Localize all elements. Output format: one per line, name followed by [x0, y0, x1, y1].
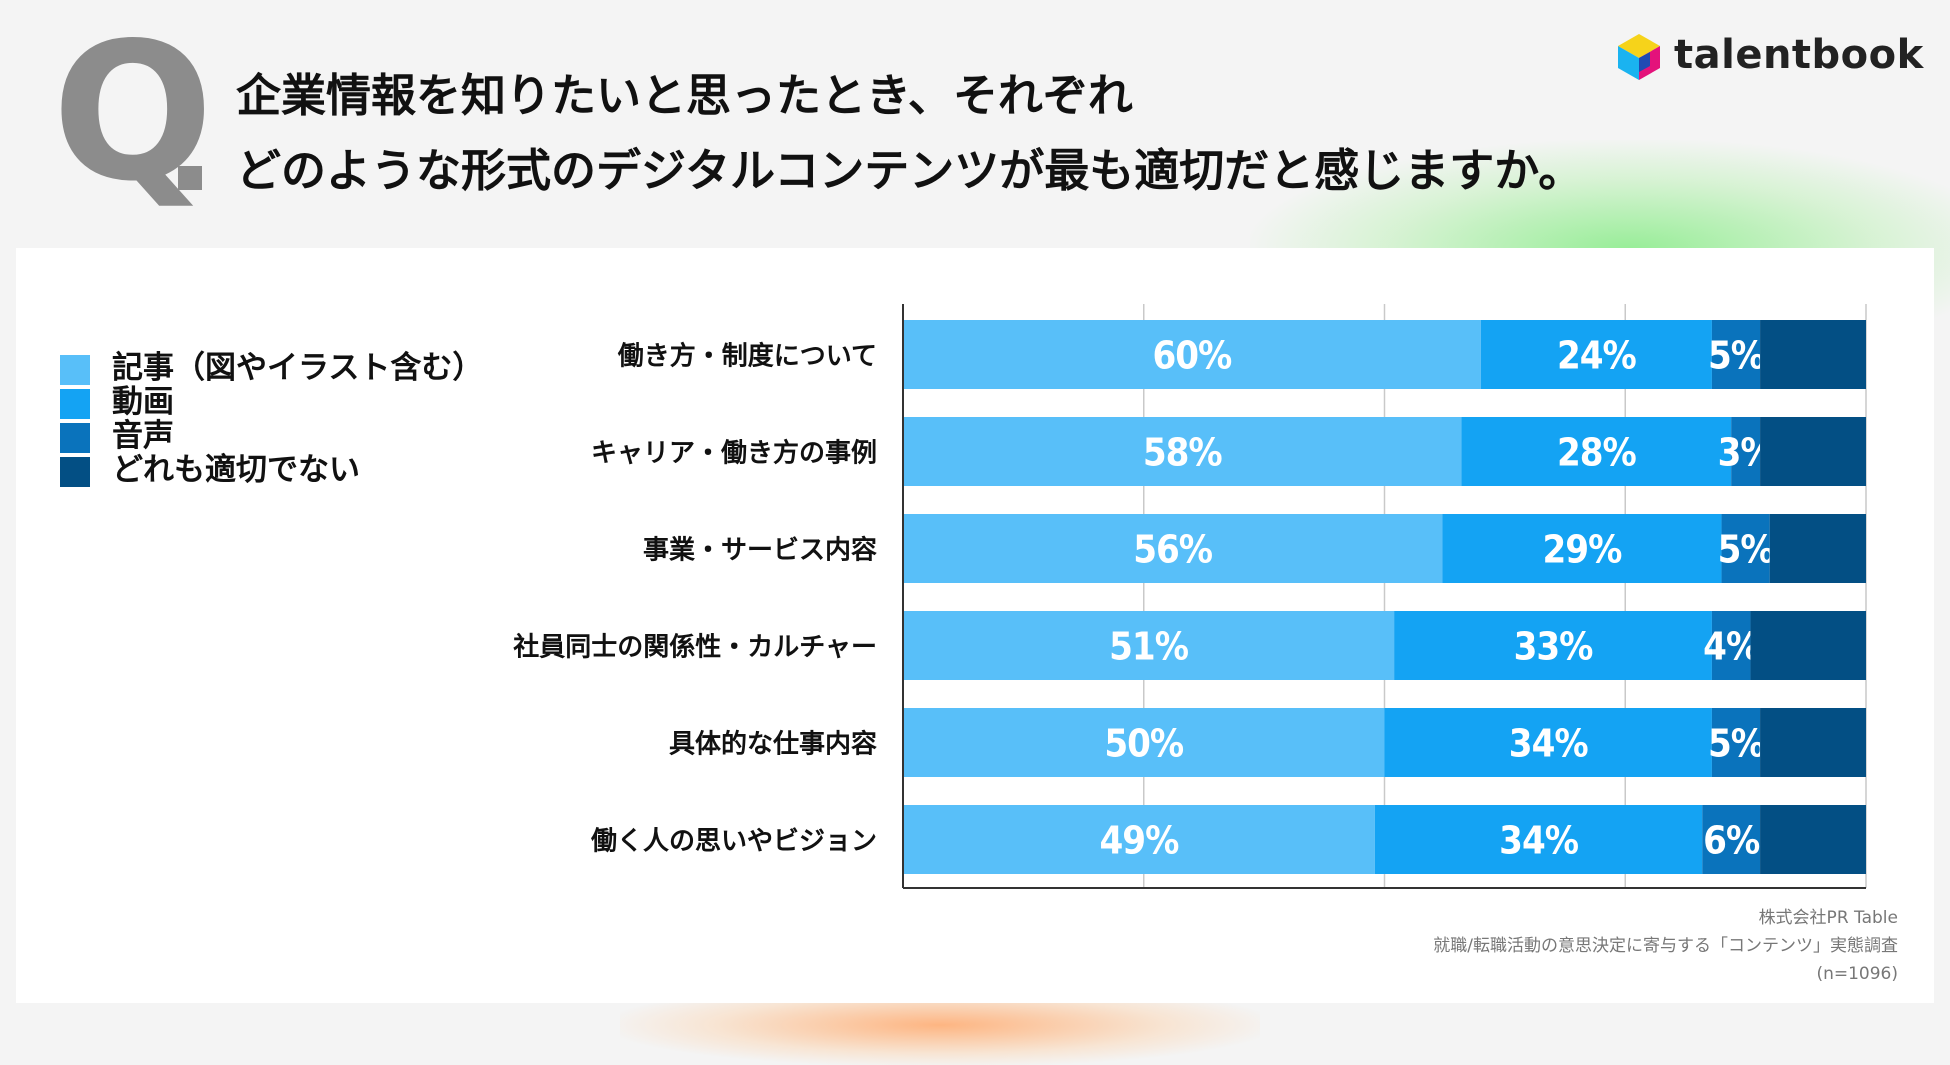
data-label-article-row-1: 60% — [1152, 334, 1232, 378]
bar-audio-row-3 — [1721, 514, 1770, 583]
bar-none-row-2 — [1760, 417, 1866, 486]
bar-audio-row-5 — [1711, 708, 1761, 777]
category-label-row-1: 働き方・制度について — [617, 341, 877, 372]
category-label-row-4: 社員同士の関係性・カルチャー — [513, 632, 877, 663]
talentbook-cube-icon — [1618, 34, 1660, 80]
data-label-audio-row-3: 5% — [1718, 528, 1775, 572]
legend-swatch-none — [60, 457, 90, 487]
bar-video-row-6 — [1374, 805, 1703, 874]
data-label-video-row-5: 34% — [1509, 722, 1589, 766]
bar-none-row-1 — [1760, 320, 1866, 389]
legend-swatch-audio — [60, 423, 90, 453]
bar-none-row-6 — [1760, 805, 1866, 874]
data-label-audio-row-5: 5% — [1708, 722, 1765, 766]
legend-swatch-article — [60, 355, 90, 385]
legend-label-none: どれも適切でない — [112, 452, 360, 488]
category-label-row-6: 働く人の思いやビジョン — [590, 827, 877, 857]
talentbook-wordmark: talentbook — [1674, 32, 1924, 78]
question-title-line-2: どのような形式のデジタルコンテンツが最も適切だと感じますか。 — [236, 144, 1584, 197]
source-sample-size: (n=1096) — [1816, 964, 1898, 984]
data-label-video-row-6: 34% — [1499, 819, 1579, 863]
legend-swatch-video — [60, 389, 90, 419]
data-label-video-row-1: 24% — [1557, 334, 1637, 378]
bar-video-row-4 — [1394, 611, 1712, 680]
data-label-article-row-2: 58% — [1143, 431, 1223, 475]
bar-video-row-3 — [1442, 514, 1722, 583]
category-label-row-2: キャリア・働き方の事例 — [591, 438, 877, 469]
bar-none-row-4 — [1750, 611, 1866, 680]
bar-none-row-5 — [1760, 708, 1866, 777]
bar-video-row-2 — [1461, 417, 1732, 486]
bar-audio-row-4 — [1711, 611, 1751, 680]
bar-video-row-5 — [1384, 708, 1712, 777]
bar-audio-row-6 — [1702, 805, 1761, 874]
data-label-article-row-3: 56% — [1133, 528, 1213, 572]
legend-label-article: 記事（図やイラスト含む） — [112, 350, 484, 386]
legend-label-audio: 音声 — [112, 418, 174, 454]
bar-article-row-1 — [903, 320, 1481, 389]
legend-label-video: 動画 — [112, 384, 174, 420]
data-label-video-row-4: 33% — [1514, 625, 1594, 669]
data-label-article-row-5: 50% — [1104, 722, 1184, 766]
bar-article-row-4 — [903, 611, 1395, 680]
bar-article-row-3 — [903, 514, 1443, 583]
category-label-row-3: 事業・サービス内容 — [643, 535, 877, 566]
data-label-article-row-6: 49% — [1100, 819, 1180, 863]
question-title-line-1: 企業情報を知りたいと思ったとき、それぞれ — [236, 69, 1133, 122]
category-label-row-5: 具体的な仕事内容 — [669, 729, 877, 760]
data-label-video-row-2: 28% — [1557, 431, 1637, 475]
data-label-audio-row-1: 5% — [1708, 334, 1765, 378]
question-title: 企業情報を知りたいと思ったとき、それぞれ どのような形式のデジタルコンテンツが最… — [236, 58, 1583, 208]
source-note: 株式会社PR Table 就職/転職活動の意思決定に寄与する「コンテンツ」実態調… — [1433, 904, 1898, 988]
question-mark-dot — [178, 166, 202, 190]
bar-none-row-3 — [1769, 514, 1866, 583]
bar-article-row-6 — [903, 805, 1375, 874]
bar-audio-row-1 — [1711, 320, 1761, 389]
data-label-audio-row-6: 6% — [1703, 819, 1760, 863]
source-survey: 就職/転職活動の意思決定に寄与する「コンテンツ」実態調査 — [1433, 936, 1898, 956]
bar-video-row-1 — [1480, 320, 1712, 389]
bar-article-row-5 — [903, 708, 1385, 777]
bar-audio-row-2 — [1731, 417, 1761, 486]
source-company: 株式会社PR Table — [1758, 908, 1898, 928]
talentbook-logo: talentbook — [1614, 32, 1923, 82]
bar-article-row-2 — [903, 417, 1462, 486]
data-label-video-row-3: 29% — [1543, 528, 1623, 572]
data-label-article-row-4: 51% — [1109, 625, 1189, 669]
